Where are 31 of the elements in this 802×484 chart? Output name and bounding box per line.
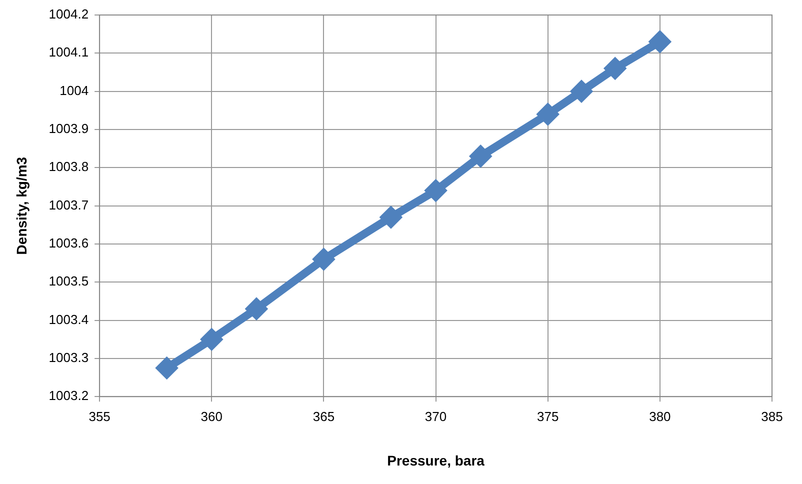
x-axis-title: Pressure, bara	[387, 452, 485, 468]
point	[426, 180, 446, 201]
x-tick-label: 370	[424, 408, 447, 424]
x-tick-label: 375	[537, 408, 559, 424]
point	[538, 104, 558, 124]
y-tick-label: 1003.7	[48, 197, 89, 212]
point	[156, 358, 177, 378]
y-tick-label: 1004	[60, 82, 89, 98]
y-tick-label: 1003.6	[48, 236, 89, 251]
y-tick-label: 1003.2	[48, 388, 89, 404]
y-tick-label: 1003.4	[48, 312, 89, 327]
y-tick-label: 1003.8	[48, 159, 89, 174]
point	[571, 81, 592, 102]
point	[605, 58, 626, 78]
x-tick-label: 365	[312, 408, 335, 424]
x-tick-label: 380	[649, 408, 671, 424]
y-tick-label: 1003.9	[48, 121, 89, 136]
y-tick-label: 1004.2	[48, 6, 89, 22]
point	[246, 298, 266, 319]
y-tick-label: 1003.3	[48, 350, 89, 366]
point	[314, 249, 334, 270]
y-axis-title: Density, kg/m3	[13, 156, 30, 255]
y-tick-label: 1003.5	[48, 274, 89, 289]
x-tick-label: 355	[88, 408, 110, 424]
point	[202, 329, 222, 350]
y-tick-label: 1004.1	[48, 44, 89, 60]
x-tick-label: 385	[761, 408, 783, 424]
point	[650, 32, 670, 52]
point	[380, 207, 401, 228]
point	[470, 146, 491, 166]
x-tick-label: 360	[200, 408, 222, 424]
